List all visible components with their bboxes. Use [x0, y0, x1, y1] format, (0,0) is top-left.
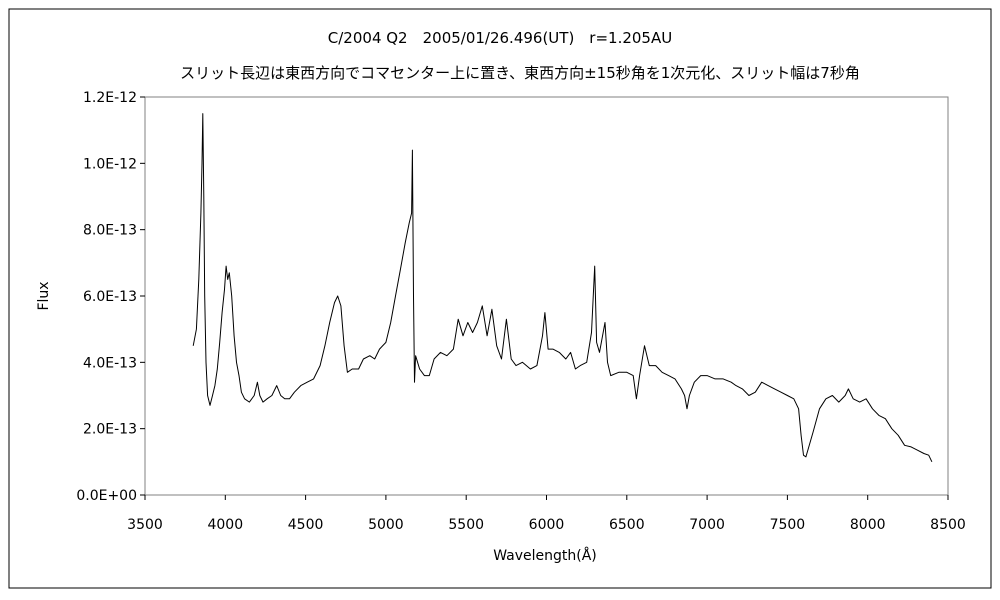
x-tick-label: 4500 [288, 517, 324, 533]
chart-subtitle: スリット長辺は東西方向でコマセンター上に置き、東西方向±15秒角を1次元化、スリ… [180, 64, 860, 82]
x-tick-label: 6500 [609, 517, 645, 533]
y-axis: 0.0E+00 2.0E-13 4.0E-13 6.0E-13 8.0E-13 1.0E-… [76, 90, 145, 504]
x-tick-label: 7500 [770, 517, 806, 533]
y-tick-label: 0.0E+00 [76, 488, 137, 504]
x-tick-label: 4000 [207, 517, 243, 533]
spectrum-line [192, 113, 933, 463]
x-tick-label: 8000 [850, 517, 886, 533]
x-tick-label: 7000 [689, 517, 725, 533]
y-tick-label: 8.0E-13 [83, 223, 137, 239]
x-tick-label: 8500 [930, 517, 966, 533]
x-tick-label: 5500 [448, 517, 484, 533]
y-tick-label: 2.0E-13 [83, 422, 137, 438]
x-tick-label: 6000 [529, 517, 565, 533]
plot-area [144, 96, 949, 496]
y-tick-label: 1.2E-12 [83, 90, 137, 106]
series-group [192, 113, 933, 463]
y-tick-label: 1.0E-12 [83, 156, 137, 172]
y-axis-title: Flux [36, 281, 52, 310]
x-tick-label: 5000 [368, 517, 404, 533]
x-tick-label: 3500 [127, 517, 163, 533]
chart-title: C/2004 Q2 2005/01/26.496(UT) r=1.205AU [328, 29, 672, 47]
x-axis-title: Wavelength(Å) [493, 547, 597, 564]
y-tick-label: 6.0E-13 [83, 289, 137, 305]
y-tick-label: 4.0E-13 [83, 355, 137, 371]
x-axis: 3500 4000 4500 5000 5500 6000 6500 7000 7500 8000… [127, 495, 966, 533]
